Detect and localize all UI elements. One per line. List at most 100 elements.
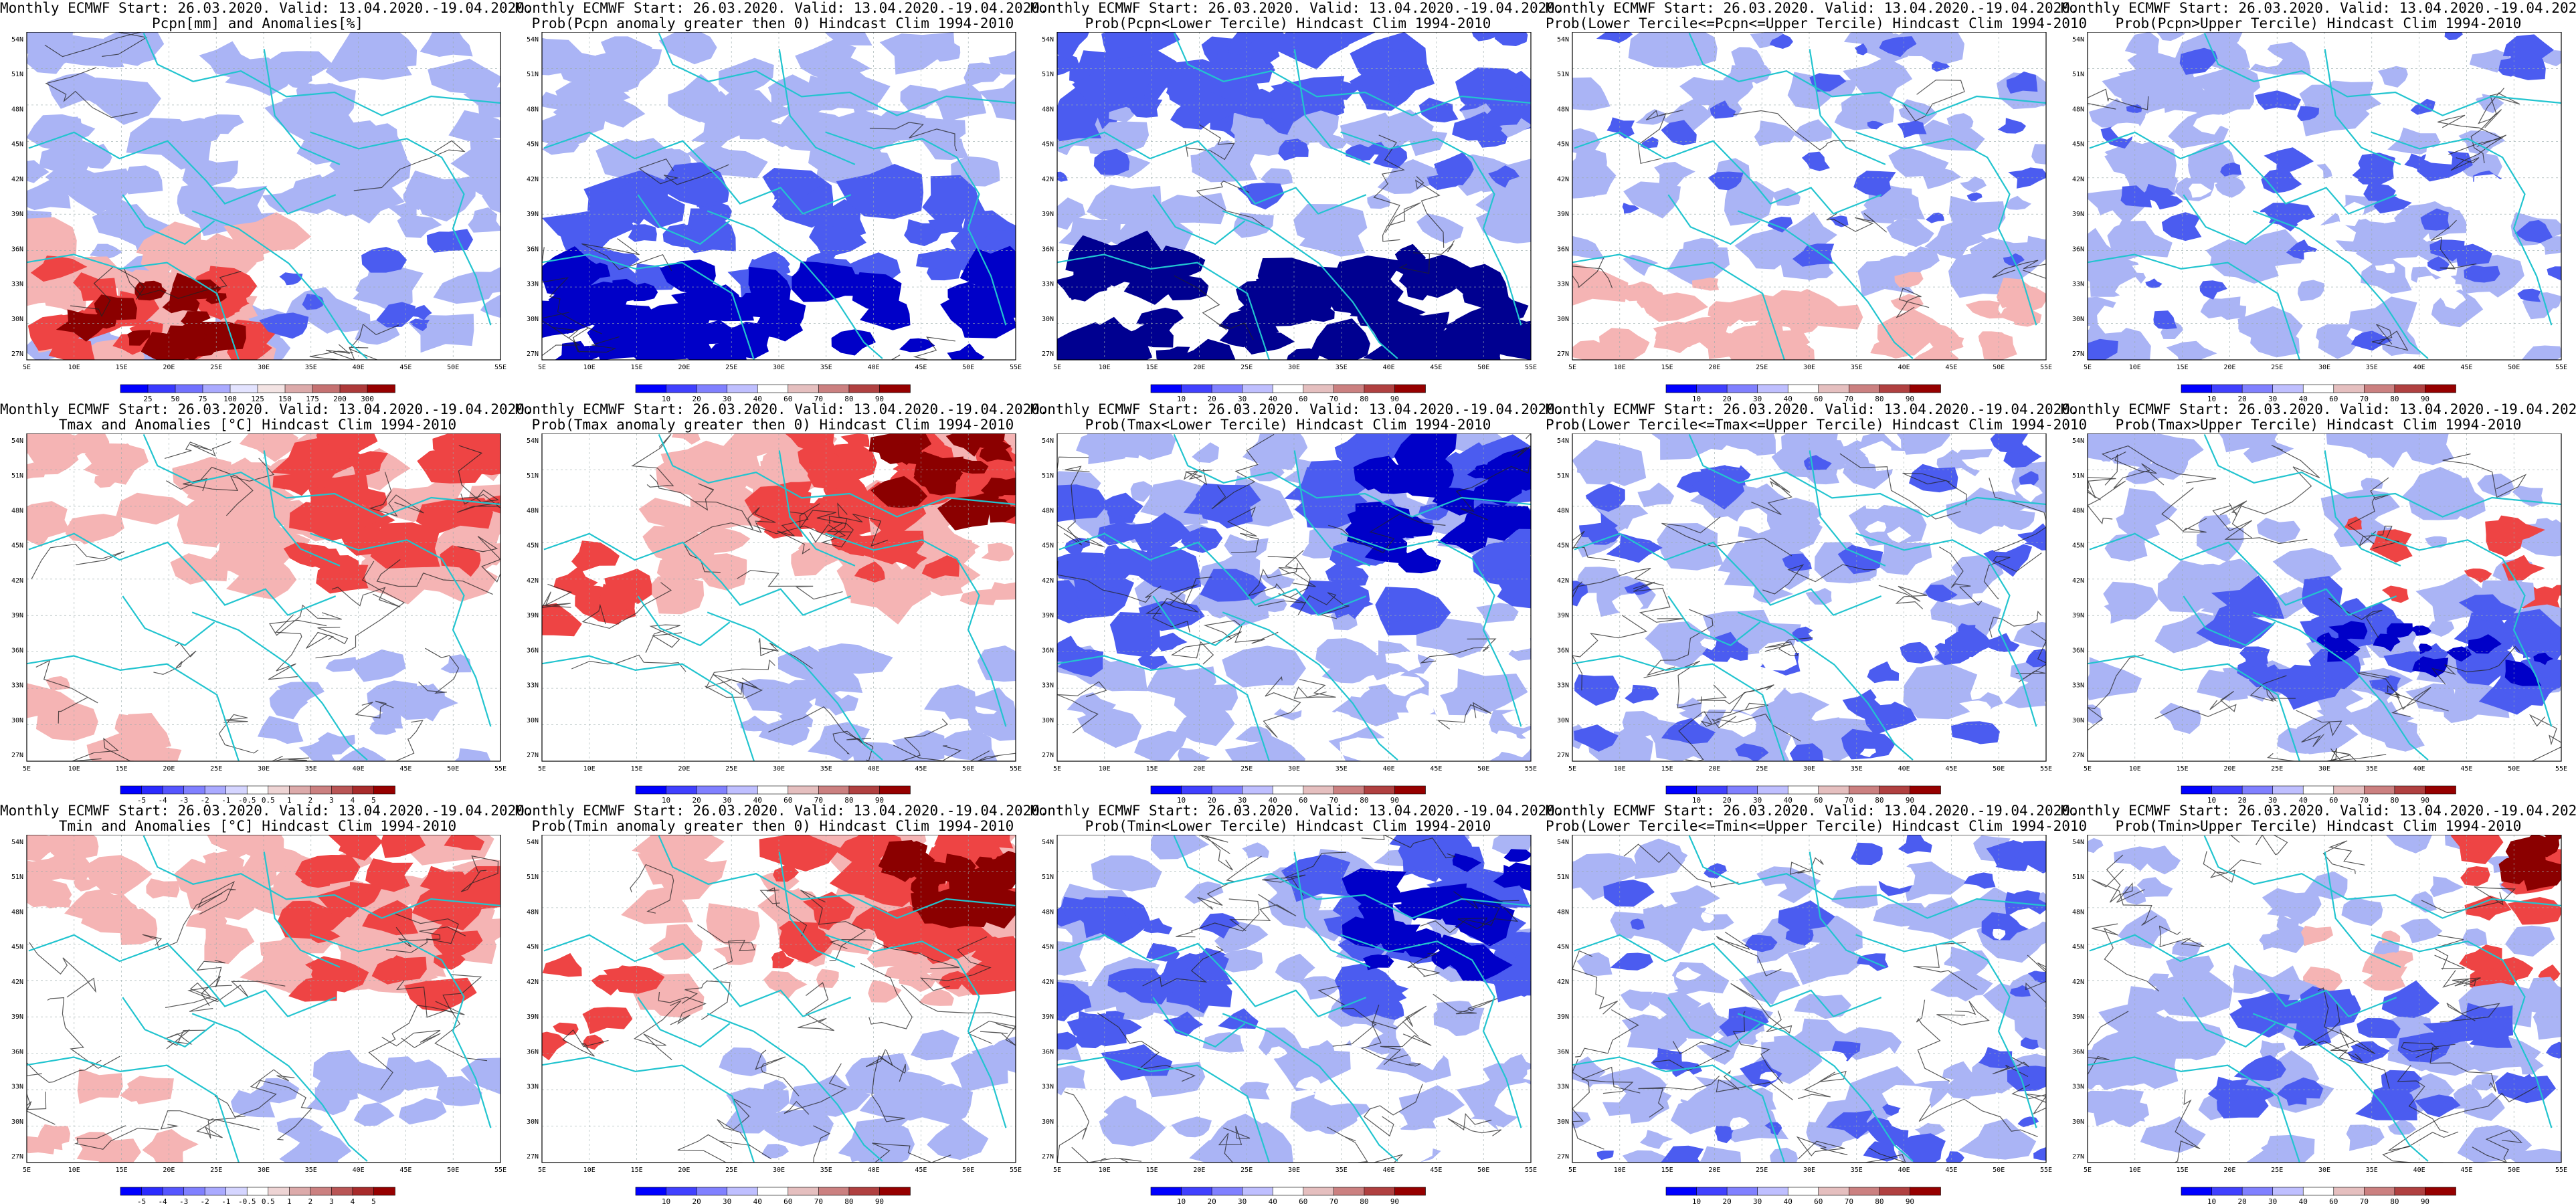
colorbar-tick-label: 40 [753, 395, 762, 401]
lon-label: 10E [2129, 1167, 2141, 1174]
colorbar-swatch [2211, 1187, 2243, 1196]
colorbar-swatch [246, 785, 269, 795]
lon-label: 15E [116, 765, 128, 773]
lat-label: 39N [1042, 612, 1054, 619]
lon-label: 5E [2084, 765, 2092, 773]
panel-title-line2: Prob(Pcpn>Upper Tercile) Hindcast Clim 1… [2115, 15, 2522, 31]
colorbar-tick-label: 20 [1207, 1197, 1216, 1204]
colorbar: 10 20 30 40 60 70 80 90 [1665, 1187, 1941, 1204]
lat-label: 48N [1042, 507, 1054, 514]
panel-title-line1: Monthly ECMWF Start: 26.03.2020. Valid: … [2061, 401, 2576, 417]
lat-label: 30N [1557, 717, 1569, 724]
lat-label: 36N [1042, 245, 1054, 253]
colorbar-swatch [818, 785, 850, 795]
lat-label: 42N [527, 176, 539, 183]
colorbar-swatch [1364, 785, 1396, 795]
lat-label: 30N [11, 316, 23, 323]
lon-label: 55E [1010, 1167, 1022, 1174]
lon-label: 40E [868, 364, 880, 371]
lon-label: 20E [1708, 765, 1720, 773]
colorbar-tick-label: 10 [662, 796, 670, 803]
lat-label: 54N [11, 839, 23, 846]
colorbar-swatch [141, 785, 163, 795]
colorbar-tick-label: 2 [308, 1197, 313, 1204]
colorbar-swatch [1757, 785, 1789, 795]
lon-label: 50E [2508, 765, 2520, 773]
colorbar-swatch [1879, 1187, 1911, 1196]
colorbar: 10 20 30 40 60 70 80 90 [635, 785, 911, 803]
colorbar-swatch [635, 384, 667, 393]
colorbar-tick-label: 30 [1753, 1197, 1762, 1204]
lon-label: 15E [116, 364, 128, 371]
lat-label: 51N [11, 874, 23, 881]
colorbar-swatch [2425, 384, 2456, 393]
colorbar-tick-label: 1 [287, 1197, 292, 1204]
lat-label: 45N [11, 141, 23, 148]
map-frame [26, 32, 501, 361]
lat-label: 33N [1557, 1084, 1569, 1091]
colorbar: 10 20 30 40 60 70 80 90 [635, 384, 911, 401]
colorbar-tick-label: 4 [351, 796, 355, 803]
map-panel-tmax-anom: Monthly ECMWF Start: 26.03.2020. Valid: … [0, 401, 533, 803]
lat-label: 36N [1557, 245, 1569, 253]
colorbar-swatch [2272, 785, 2304, 795]
lat-label: 51N [1042, 71, 1054, 78]
colorbar-tick-label: 10 [2207, 1197, 2216, 1204]
lat-label: 30N [2072, 1118, 2084, 1126]
map-panel-pcpn-lower: Monthly ECMWF Start: 26.03.2020. Valid: … [1030, 0, 1564, 401]
colorbar-swatch [175, 384, 203, 393]
colorbar-swatch [848, 1187, 881, 1196]
map-field [2088, 32, 2561, 360]
colorbar-swatch [352, 1187, 375, 1196]
lon-label: 5E [23, 364, 31, 371]
lon-label: 20E [1708, 1167, 1720, 1174]
colorbar-tick-label: 3 [329, 796, 334, 803]
colorbar-swatch [183, 785, 205, 795]
lon-label: 45E [399, 765, 411, 773]
colorbar-swatch [788, 785, 820, 795]
colorbar-tick-label: -2 [201, 796, 209, 803]
colorbar-swatch [696, 785, 728, 795]
colorbar-swatch [1879, 785, 1911, 795]
panel-title-line2: Prob(Pcpn<Lower Tercile) Hindcast Clim 1… [1085, 15, 1491, 31]
colorbar-tick-label: 70 [814, 395, 823, 401]
lat-label: 54N [2072, 437, 2084, 445]
colorbar-swatch [183, 1187, 205, 1196]
colorbar-tick-label: 90 [1390, 1197, 1399, 1204]
colorbar-swatch [1818, 1187, 1850, 1196]
colorbar-swatch [1364, 1187, 1396, 1196]
lon-label: 35E [305, 364, 317, 371]
map-frame [2087, 433, 2562, 762]
colorbar-tick-label: 30 [2268, 1197, 2277, 1204]
map-frame [2087, 32, 2562, 361]
lon-label: 35E [1336, 765, 1348, 773]
lon-label: 20E [163, 364, 175, 371]
colorbar-swatch [310, 1187, 333, 1196]
lon-label: 30E [1803, 364, 1815, 371]
colorbar-swatch [1150, 384, 1182, 393]
colorbar-swatch [2394, 384, 2426, 393]
colorbar-tick-label: 80 [1875, 796, 1883, 803]
colorbar-swatch [1726, 384, 1758, 393]
colorbar-swatch [2394, 1187, 2426, 1196]
lon-label: 25E [725, 765, 737, 773]
lat-label: 54N [527, 36, 539, 43]
lon-label: 10E [583, 364, 595, 371]
colorbar-swatch [2425, 1187, 2456, 1196]
colorbar-swatch [848, 384, 881, 393]
colorbar-swatch [1211, 384, 1243, 393]
colorbar-tick-label: 20 [2237, 1197, 2246, 1204]
colorbar-swatch [1787, 785, 1819, 795]
colorbar-tick-label: 40 [1784, 395, 1792, 401]
colorbar-tick-label: 40 [2299, 395, 2308, 401]
colorbar-tick-label: 60 [1814, 395, 1823, 401]
lat-label: 54N [527, 437, 539, 445]
colorbar-swatch [284, 384, 313, 393]
colorbar-swatch [1665, 1187, 1697, 1196]
lat-label: 33N [527, 1084, 539, 1091]
colorbar-tick-label: 30 [1753, 796, 1762, 803]
colorbar-tick-label: 60 [1299, 395, 1307, 401]
colorbar-tick-label: 5 [371, 796, 376, 803]
